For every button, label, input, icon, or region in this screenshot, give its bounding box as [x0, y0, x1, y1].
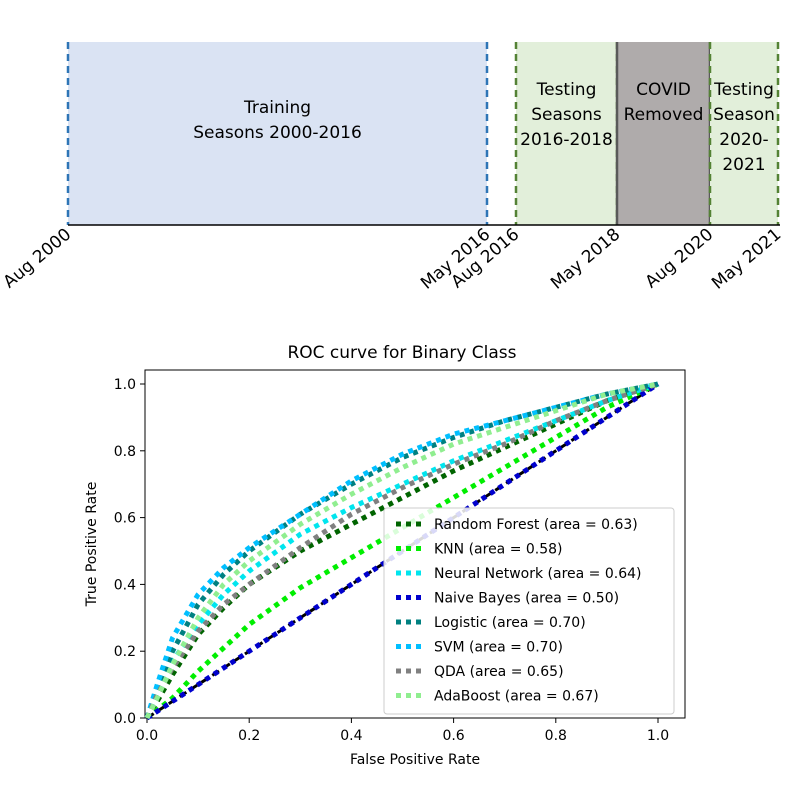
- roc-series-line: [144, 381, 659, 720]
- y-tick-label: 1.0: [114, 377, 136, 393]
- legend-entry: Naive Bayes (area = 0.50): [434, 591, 619, 607]
- legend-entry: AdaBoost (area = 0.67): [434, 689, 599, 705]
- period-label-line: Season: [713, 105, 775, 125]
- date-label: May 2021: [708, 225, 785, 294]
- x-axis-label: False Positive Rate: [350, 752, 480, 768]
- legend-entry: SVM (area = 0.70): [434, 640, 563, 656]
- x-tick-label: 0.6: [442, 728, 464, 744]
- roc-series-line: [145, 381, 660, 721]
- legend-entry: Random Forest (area = 0.63): [434, 517, 638, 533]
- x-tick-label: 0.8: [545, 728, 567, 744]
- roc-chart: ROC curve for Binary Class 0.0 0.2 0.4 0.6 0…: [84, 343, 686, 768]
- legend-box: [383, 507, 675, 715]
- roc-series-line: [144, 381, 659, 719]
- chart-title: ROC curve for Binary Class: [287, 343, 516, 363]
- period-label-line: Testing: [713, 80, 774, 100]
- legend-entry: QDA (area = 0.65): [434, 664, 564, 680]
- legend-entry: KNN (area = 0.58): [434, 542, 563, 558]
- y-tick-label: 0.4: [114, 577, 136, 593]
- y-tick-label: 0.0: [114, 711, 136, 727]
- period-box: [617, 42, 710, 225]
- season-timeline: Training Seasons 2000-2016 Testing Seasons 2…: [0, 42, 785, 294]
- period-label-line: Testing: [536, 80, 597, 100]
- y-tick-label: 0.8: [114, 444, 136, 460]
- y-tick-label: 0.6: [114, 511, 136, 527]
- period-label-line: COVID: [636, 80, 691, 100]
- period-label-line: Seasons 2000-2016: [193, 123, 362, 143]
- period-box: [710, 42, 778, 225]
- timeline-period: Testing Seasons 2016-2018: [514, 42, 619, 225]
- period-label-line: Training: [243, 98, 311, 118]
- period-box: [68, 42, 487, 225]
- period-label-line: 2021: [722, 155, 765, 175]
- y-tick-label: 0.2: [114, 644, 136, 660]
- period-label-line: 2020-: [719, 130, 768, 150]
- x-tick-label: 0.4: [340, 728, 362, 744]
- x-tick-label: 0.2: [238, 728, 260, 744]
- period-label-line: Removed: [624, 105, 704, 125]
- x-tick-label: 0.0: [136, 728, 158, 744]
- timeline-period: Training Seasons 2000-2016: [66, 42, 489, 225]
- timeline-period: Testing Season 2020- 2021: [708, 42, 780, 225]
- legend-entry: Neural Network (area = 0.64): [434, 566, 641, 582]
- period-label-line: 2016-2018: [520, 130, 613, 150]
- period-label-line: Seasons: [531, 105, 602, 125]
- plot-area: [144, 369, 686, 719]
- date-label: May 2018: [547, 225, 624, 294]
- date-label: Aug 2020: [642, 225, 718, 293]
- legend-entry: Logistic (area = 0.70): [434, 615, 586, 631]
- timeline-period: COVID Removed: [615, 42, 712, 225]
- date-label: Aug 2000: [0, 225, 75, 293]
- period-box: [516, 42, 617, 225]
- x-tick-label: 1.0: [647, 728, 669, 744]
- roc-series-line: [145, 381, 660, 720]
- y-axis-label: True Positive Rate: [84, 482, 100, 608]
